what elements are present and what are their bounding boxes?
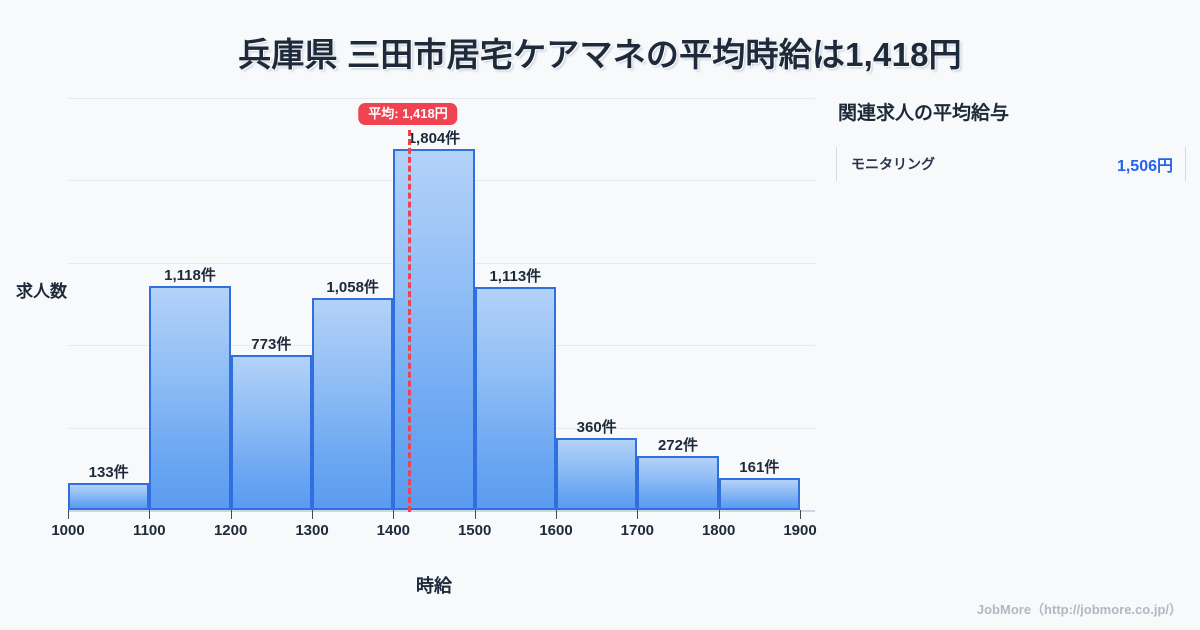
bar-value-label: 1,113件 <box>489 268 542 286</box>
bar-series <box>68 98 800 510</box>
footer-credit: JobMore（http://jobmore.co.jp/） <box>976 602 1182 617</box>
bar <box>718 477 800 510</box>
x-tick <box>718 510 720 519</box>
average-badge: 平均: 1,418円 <box>358 103 458 125</box>
x-axis-line <box>68 510 815 512</box>
page-title: 兵庫県 三田市居宅ケアマネの平均時給は1,418円 <box>238 36 962 73</box>
related-salary-row: モニタリング 1,506円 <box>836 147 1186 181</box>
x-tick <box>637 510 639 519</box>
x-tick-label: 1500 <box>457 522 492 539</box>
x-tick-label: 1700 <box>620 522 655 539</box>
bar-value-label: 161件 <box>739 458 780 476</box>
bar-value-label: 1,118件 <box>164 267 216 285</box>
bar-value-label: 360件 <box>576 419 617 436</box>
bar-value-label: 1,804件 <box>407 130 461 148</box>
x-tick <box>68 510 69 519</box>
bar <box>149 286 231 510</box>
x-tick-label: 1600 <box>539 522 573 539</box>
bar-value-label: 773件 <box>251 336 292 354</box>
bar <box>230 355 312 510</box>
plot-area <box>68 98 815 510</box>
related-salary-row-value: 1,506円 <box>1116 158 1173 175</box>
related-salary-panel: 関連求人の平均給与 モニタリング 1,506円 <box>836 98 1186 181</box>
bar-value-label: 133件 <box>88 464 129 482</box>
bar <box>474 287 556 510</box>
histogram-chart: 求人数 1000 1100 1200 1300 1400 1500 1600 1700 1800… <box>16 98 817 596</box>
related-salary-heading: 関連求人の平均給与 <box>838 103 1010 124</box>
x-tick-label: 1300 <box>295 522 329 539</box>
bar <box>556 438 638 510</box>
x-tick-label: 1200 <box>213 522 248 539</box>
x-tick <box>474 510 476 519</box>
y-axis-title: 求人数 <box>16 282 67 301</box>
x-tick <box>556 510 557 519</box>
x-tick <box>230 510 232 519</box>
average-line <box>407 130 411 512</box>
gridline <box>68 98 815 99</box>
bar <box>393 149 475 510</box>
x-tick-label: 1400 <box>376 522 411 539</box>
x-tick <box>800 510 801 519</box>
x-tick-label: 1000 <box>51 522 85 539</box>
x-axis-title: 時給 <box>416 576 452 596</box>
bar <box>68 483 150 510</box>
bar <box>637 455 719 510</box>
x-tick <box>312 510 313 519</box>
bar-value-label: 272件 <box>657 436 698 454</box>
related-salary-row-label: モニタリング <box>851 156 935 172</box>
bar <box>312 298 394 510</box>
x-tick-label: 1800 <box>701 522 736 539</box>
x-tick-label: 1900 <box>783 522 817 539</box>
bar-value-label: 1,058件 <box>326 279 379 297</box>
x-tick-label: 1100 <box>133 522 166 539</box>
related-salary-list: モニタリング 1,506円 <box>836 147 1186 181</box>
x-tick <box>149 510 151 519</box>
x-tick <box>393 510 395 519</box>
